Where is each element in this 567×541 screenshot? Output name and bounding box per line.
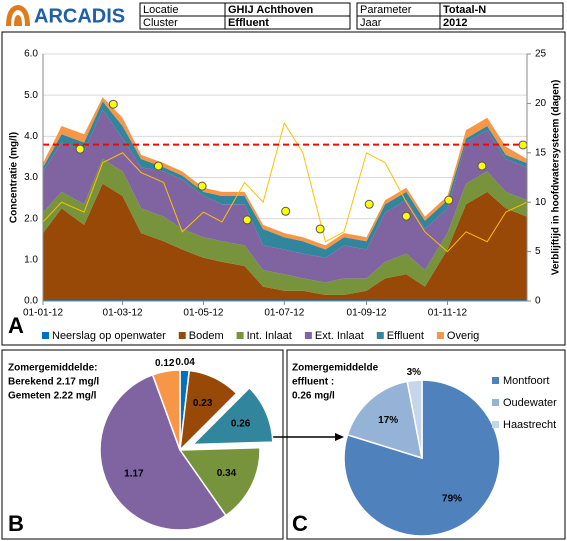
area (43, 158, 527, 295)
legend-label: Overig (447, 330, 479, 342)
y-axis-label: Concentratie (mg/l) (9, 132, 20, 223)
slice-label: 3% (407, 367, 422, 378)
slice-label: 1.17 (124, 469, 144, 480)
y2-tick-label: 5 (535, 246, 541, 257)
y-tick-label: 0.0 (24, 296, 38, 307)
y-tick-label: 6.0 (24, 49, 38, 60)
panel-b-border (1, 349, 284, 540)
y-tick-label: 4.0 (24, 131, 38, 142)
panel-label: C (292, 511, 308, 536)
y2-tick-label: 10 (535, 197, 547, 208)
pie-slice (346, 380, 423, 460)
legend-label: Int. Inlaat (247, 330, 292, 342)
y-tick-label: 2.0 (24, 213, 38, 224)
measured-point (315, 224, 325, 234)
legend-swatch (492, 377, 499, 384)
pie-slice (406, 379, 423, 459)
y2-tick-label: 15 (535, 147, 547, 158)
legend-swatch (492, 421, 499, 428)
legend-swatch (178, 332, 186, 339)
logo-text: ARCADIS (34, 5, 125, 27)
slice-label: 0.34 (217, 468, 237, 479)
table-value: Effluent (228, 17, 269, 29)
pie-slice (178, 446, 261, 517)
legend-label: Montfoort (503, 375, 549, 387)
table-value: GHIJ Achthoven (228, 4, 313, 16)
slice-label: 17% (378, 415, 398, 426)
y2-axis-label: Verblijftijd in hoofdwatersysteem (dagen… (551, 80, 562, 276)
table-label: Jaar (360, 17, 382, 29)
table-label: Locatie (143, 4, 178, 16)
table-value: 2012 (443, 17, 467, 29)
x-tick-label: 01-03-12 (103, 308, 143, 319)
pie-slice (99, 373, 227, 531)
y2-tick-label: 20 (535, 98, 547, 109)
x-tick-label: 01-01-12 (23, 308, 63, 319)
panel-a-border (1, 31, 566, 346)
legend-swatch (492, 399, 499, 406)
legend-label: Ext. Inlaat (315, 330, 364, 342)
measured-point (242, 215, 252, 225)
y-tick-label: 5.0 (24, 90, 38, 101)
pie-slice (151, 369, 181, 451)
measured-point (153, 161, 163, 171)
table-cell (224, 15, 351, 30)
y2-tick-label: 25 (535, 49, 547, 60)
area (43, 298, 527, 301)
legend-swatch (42, 332, 49, 339)
slice-label: 0.04 (175, 357, 195, 368)
arrow-head (335, 433, 344, 441)
y-tick-label: 1.0 (24, 254, 38, 265)
pie-slice (179, 369, 238, 453)
pie-slice (190, 386, 274, 446)
annotation: 0.26 mg/l (292, 391, 335, 402)
table-cell (439, 15, 564, 30)
measured-point (444, 195, 454, 205)
panel-label: B (8, 511, 24, 536)
legend-label: Oudewater (503, 397, 557, 409)
measured-point (197, 181, 207, 191)
slice-label: 0.26 (231, 418, 251, 429)
measured-point (108, 99, 118, 109)
residence-line (42, 121, 528, 253)
annotation: Zomergemiddelde (292, 363, 379, 374)
measured-point (281, 206, 291, 216)
x-tick-label: 01-11-12 (428, 308, 468, 319)
logo-icon (6, 5, 30, 26)
panel-label: A (8, 313, 24, 338)
area (43, 109, 527, 283)
table-value: Totaal-N (443, 4, 486, 16)
annotation: Zomergemiddelde: (8, 363, 97, 374)
measured-point (477, 161, 487, 171)
slice-label: 0.12 (155, 358, 175, 369)
annotation: Gemeten 2.22 mg/l (8, 391, 97, 402)
panel-c-border (286, 349, 566, 540)
annotation: effluent : (292, 377, 334, 388)
legend-label: Bodem (189, 330, 224, 342)
slice-label: 79% (442, 493, 462, 504)
y2-tick-label: 0 (535, 296, 541, 307)
table-label: Parameter (360, 4, 412, 16)
legend-swatch (376, 332, 384, 339)
legend-swatch (304, 332, 312, 339)
legend-swatch (236, 332, 244, 339)
x-tick-label: 01-09-12 (347, 308, 387, 319)
slice-label: 0.23 (193, 398, 213, 409)
measured-point (518, 140, 528, 150)
x-tick-label: 01-07-12 (264, 308, 304, 319)
legend-swatch (436, 332, 444, 339)
measured-point (401, 211, 411, 221)
area (43, 183, 527, 299)
legend-label: Effluent (387, 330, 424, 342)
measured-point (75, 144, 85, 154)
x-tick-label: 01-05-12 (183, 308, 223, 319)
legend-label: Haastrecht (503, 419, 556, 431)
table-label: Cluster (143, 17, 178, 29)
annotation: Berekend 2.17 mg/l (8, 377, 99, 388)
measured-point (364, 199, 374, 209)
legend-label: Neerslag op openwater (52, 330, 166, 342)
y-tick-label: 3.0 (24, 172, 38, 183)
